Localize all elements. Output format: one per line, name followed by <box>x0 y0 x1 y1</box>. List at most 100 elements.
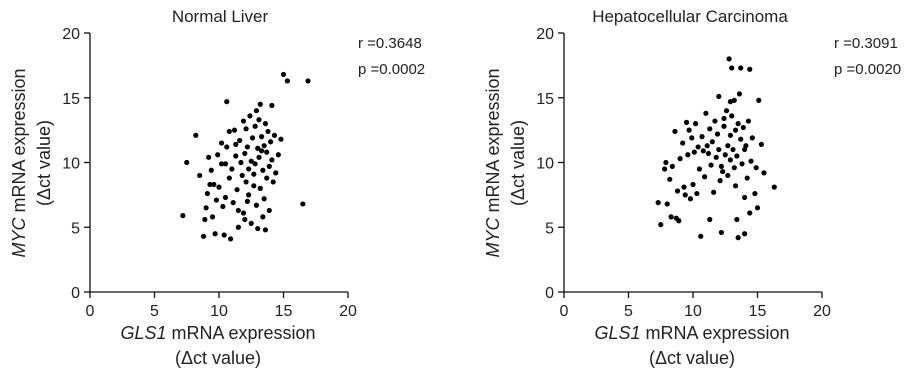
data-point <box>704 143 710 149</box>
data-point <box>732 127 739 133</box>
data-point <box>742 194 748 201</box>
data-point <box>193 132 199 138</box>
y-tick-label: 0 <box>71 285 80 302</box>
data-point <box>682 192 688 198</box>
data-point <box>264 175 270 181</box>
y-axis-label: MYC mRNA expression <box>9 68 29 257</box>
data-point <box>237 137 243 144</box>
data-point <box>749 135 755 141</box>
data-point <box>209 214 216 220</box>
data-point <box>215 152 221 158</box>
data-point <box>735 235 741 241</box>
data-point <box>204 190 210 197</box>
data-point <box>275 152 281 158</box>
data-point <box>736 91 743 97</box>
data-point <box>212 231 218 237</box>
chart-title: Hepatocellular Carcinoma <box>592 7 788 26</box>
data-point <box>278 136 284 142</box>
data-point <box>738 65 744 71</box>
y-axis-label-gene: MYC <box>9 217 29 258</box>
data-point <box>734 153 740 159</box>
data-point <box>753 165 759 171</box>
data-point <box>752 190 758 197</box>
p-value: p =0.0002 <box>358 61 425 78</box>
data-point <box>747 66 753 72</box>
data-point <box>224 99 230 105</box>
x-axis-label: GLS1 mRNA expression <box>120 323 315 343</box>
axes <box>84 32 349 298</box>
chart-title: Normal Liver <box>172 7 269 26</box>
x-axis-label-text: mRNA expression <box>166 323 315 343</box>
data-point <box>687 196 694 202</box>
data-point <box>246 166 252 172</box>
y-tick-label: 5 <box>71 220 80 237</box>
y-tick-label: 20 <box>62 26 80 43</box>
data-point <box>218 161 225 167</box>
data-point <box>695 144 701 150</box>
data-point <box>690 181 696 188</box>
data-point <box>228 236 234 242</box>
data-point <box>260 167 266 173</box>
data-point <box>676 218 682 224</box>
data-point <box>211 181 217 188</box>
data-point <box>202 216 208 223</box>
data-point <box>718 163 724 169</box>
data-point <box>691 149 697 155</box>
data-point <box>696 166 703 172</box>
data-point <box>256 154 262 160</box>
data-point <box>220 203 226 210</box>
data-point <box>723 108 730 114</box>
x-axis-label-unit: (Δct value) <box>175 348 261 368</box>
data-point <box>233 153 239 159</box>
data-point <box>705 150 712 157</box>
data-point <box>280 71 287 78</box>
data-point <box>689 135 695 141</box>
data-point <box>771 184 777 190</box>
data-point <box>248 220 254 226</box>
data-point <box>257 185 263 191</box>
data-point <box>235 224 241 230</box>
data-point <box>244 198 250 204</box>
data-point <box>748 158 754 164</box>
data-point <box>255 225 261 232</box>
data-point <box>744 175 750 181</box>
data-point <box>727 132 734 138</box>
data-point <box>240 118 247 124</box>
data-point <box>252 123 258 129</box>
data-point <box>252 161 258 167</box>
y-axis-label-gene: MYC <box>483 217 503 258</box>
data-point <box>747 210 753 216</box>
data-point <box>716 93 722 100</box>
data-point <box>248 158 254 164</box>
data-point <box>754 205 761 211</box>
y-tick-label: 10 <box>536 156 554 173</box>
tick-labels: 0 5 10 15 20 0 5 10 15 20 <box>536 26 831 320</box>
data-point <box>206 154 212 160</box>
x-axis-label: GLS1 mRNA expression <box>594 323 789 343</box>
data-point <box>231 127 238 133</box>
data-point <box>721 115 727 122</box>
data-point <box>243 126 249 132</box>
data-point <box>226 175 232 181</box>
x-axis-label-gene: GLS1 <box>120 323 166 343</box>
data-point <box>658 222 664 228</box>
data-point <box>256 117 262 123</box>
x-axis-label-gene: GLS1 <box>594 323 640 343</box>
y-tick-label: 15 <box>536 91 554 108</box>
data-point <box>300 201 306 207</box>
data-point <box>669 163 675 169</box>
data-point <box>683 119 690 125</box>
y-tick-label: 5 <box>545 220 554 237</box>
data-point <box>664 201 670 207</box>
data-point <box>703 110 709 116</box>
data-point <box>681 184 687 190</box>
data-point <box>305 78 311 84</box>
x-tick-label: 10 <box>210 303 228 320</box>
data-point <box>266 163 272 169</box>
data-point <box>239 172 245 179</box>
data-point <box>262 227 269 233</box>
data-point <box>269 102 275 109</box>
x-tick-label: 15 <box>275 303 293 320</box>
data-point <box>197 172 203 179</box>
data-point <box>726 56 732 62</box>
